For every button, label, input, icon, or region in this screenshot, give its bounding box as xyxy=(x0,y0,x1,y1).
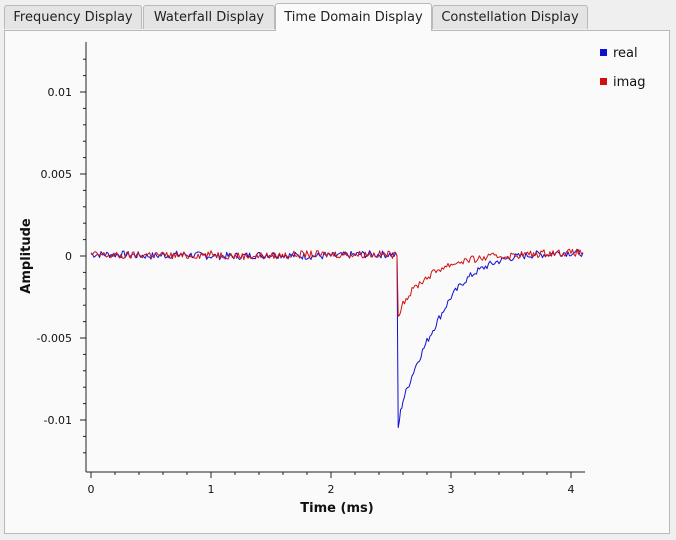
legend: real imag xyxy=(600,46,646,90)
series-line-real xyxy=(90,248,584,428)
time-domain-panel xyxy=(4,30,670,534)
y-axis-title: Amplitude xyxy=(19,218,34,294)
tab-frequency-display[interactable]: Frequency Display xyxy=(4,5,142,29)
y-tick-label: -0.005 xyxy=(37,332,72,345)
x-tick-label: 2 xyxy=(328,483,335,496)
legend-swatch-real xyxy=(600,49,607,56)
plot-series xyxy=(90,248,584,428)
x-tick-label: 4 xyxy=(568,483,575,496)
series-line-imag xyxy=(90,248,584,317)
y-tick-label: 0 xyxy=(65,250,72,263)
x-axis-title: Time (ms) xyxy=(300,501,373,516)
plot-axes: 0.01 0.005 0 -0.005 -0.01 0 1 2 3 4 xyxy=(37,42,585,496)
legend-swatch-imag xyxy=(600,78,607,85)
tab-bar: Frequency Display Waterfall Display Time… xyxy=(0,0,676,31)
tab-waterfall-display[interactable]: Waterfall Display xyxy=(143,5,275,29)
x-tick-label: 0 xyxy=(88,483,95,496)
legend-label-real: real xyxy=(613,46,638,61)
tab-constellation-display[interactable]: Constellation Display xyxy=(432,5,588,29)
legend-label-imag: imag xyxy=(613,75,646,90)
tab-time-domain-display[interactable]: Time Domain Display xyxy=(275,3,432,31)
x-tick-label: 3 xyxy=(448,483,455,496)
y-tick-label: -0.01 xyxy=(44,414,72,427)
y-tick-label: 0.005 xyxy=(41,168,73,181)
y-tick-label: 0.01 xyxy=(48,86,73,99)
x-tick-label: 1 xyxy=(208,483,215,496)
